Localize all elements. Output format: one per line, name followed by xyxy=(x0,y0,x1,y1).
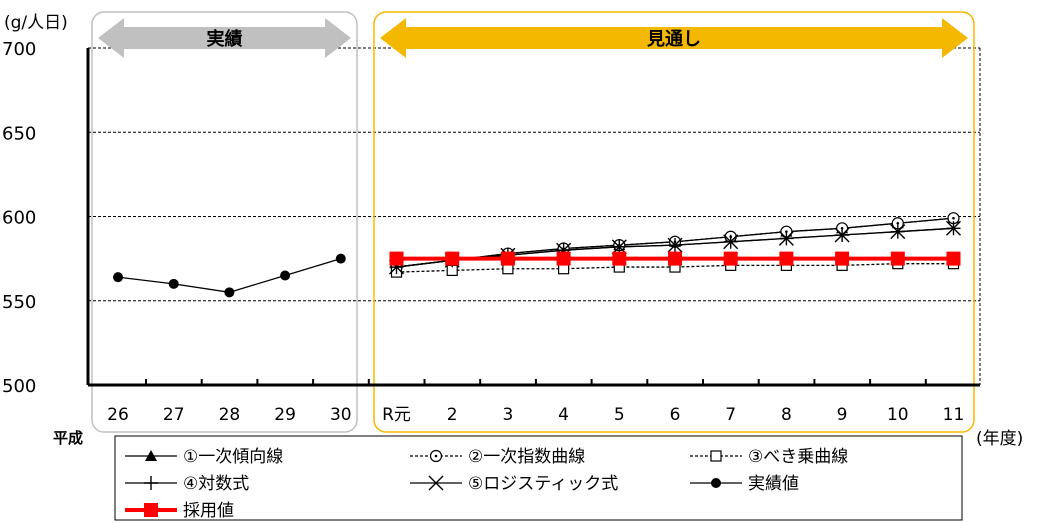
legend-entry: ①一次傾向線 xyxy=(125,447,283,467)
legend-entry: ②一次指数曲線 xyxy=(410,447,585,467)
data-point xyxy=(168,278,179,289)
data-point xyxy=(611,239,627,255)
x-tick-label: R元 xyxy=(382,405,411,425)
legend-label: ④対数式 xyxy=(183,474,249,494)
data-point xyxy=(946,251,961,266)
data-point xyxy=(556,251,571,266)
data-point xyxy=(946,220,961,236)
data-point xyxy=(144,476,158,490)
x-tick-label: 27 xyxy=(163,405,185,425)
data-point xyxy=(668,251,682,266)
data-point xyxy=(445,251,460,266)
plot-area xyxy=(113,212,961,298)
legend-label: ②一次指数曲線 xyxy=(468,447,585,467)
data-point xyxy=(280,270,291,281)
data-point xyxy=(711,478,721,488)
section-frame xyxy=(373,11,975,433)
x-tick-label: 8 xyxy=(781,405,792,425)
section-frames: 実績 見通し xyxy=(91,11,975,433)
section-arrow xyxy=(380,18,968,58)
x-tick-label: 10 xyxy=(887,405,909,425)
data-point xyxy=(113,272,123,283)
section-frame xyxy=(91,11,358,433)
section-label: 実績 xyxy=(207,28,243,50)
data-point xyxy=(778,230,794,246)
data-point xyxy=(612,251,627,266)
x-tick-label: 30 xyxy=(330,405,352,425)
x-tick-label: 7 xyxy=(725,405,736,425)
legend-label: ①一次傾向線 xyxy=(183,447,283,467)
series-dot xyxy=(113,253,346,298)
legend-label: ③べき乗曲線 xyxy=(748,447,848,467)
axes: 500 550 600 650 700 26 27 28 29 30 R元 2 3 4 5 6 7 8 9 10 11 xyxy=(2,39,980,425)
section-label: 見通し xyxy=(646,29,701,50)
y-tick-label: 650 xyxy=(2,123,36,144)
data-point xyxy=(335,253,346,264)
y-tick-label: 500 xyxy=(2,376,36,397)
data-point xyxy=(710,450,722,462)
x-tick-label: 29 xyxy=(274,405,296,425)
legend-entry: 実績値 xyxy=(690,474,799,494)
data-point xyxy=(667,237,683,253)
legend-entry: 採用値 xyxy=(125,501,234,521)
x-tick-label: 9 xyxy=(837,405,848,425)
series-line xyxy=(396,263,954,273)
data-point xyxy=(835,251,850,266)
data-point xyxy=(428,475,444,491)
series-line xyxy=(396,217,954,268)
data-point xyxy=(389,251,404,266)
x-tick-label: 11 xyxy=(943,405,965,425)
data-point xyxy=(144,503,158,517)
x-tick-label: 4 xyxy=(558,405,569,425)
data-point xyxy=(145,450,157,461)
x-tick-label: 26 xyxy=(107,405,129,425)
data-point xyxy=(834,227,850,243)
data-point xyxy=(890,251,905,266)
data-point xyxy=(779,251,794,266)
data-point xyxy=(723,234,739,250)
legend-entry: ⑤ロジスティック式 xyxy=(410,474,618,494)
y-axis-label: (g/人日) xyxy=(4,13,68,33)
legend-entry: ③べき乗曲線 xyxy=(690,447,848,467)
data-point xyxy=(500,251,515,266)
series-square-red xyxy=(389,251,961,266)
y-tick-label: 600 xyxy=(2,208,36,229)
x-tick-label: 6 xyxy=(670,405,681,425)
y-tick-label: 700 xyxy=(2,39,36,60)
legend-label: ⑤ロジスティック式 xyxy=(468,474,618,494)
section-arrow xyxy=(98,18,351,58)
x-axis-label: (年度) xyxy=(976,429,1023,449)
legend-label: 実績値 xyxy=(748,474,799,494)
era-label: 平成 xyxy=(53,429,83,447)
legend-frame xyxy=(114,435,963,521)
x-tick-label: 28 xyxy=(219,405,241,425)
data-point xyxy=(723,251,738,266)
legend-entry: ④対数式 xyxy=(125,474,249,494)
data-point xyxy=(429,449,443,463)
x-tick-label: 3 xyxy=(502,405,513,425)
y-tick-label: 550 xyxy=(2,292,36,313)
data-point xyxy=(224,287,235,298)
data-point xyxy=(890,224,906,240)
x-tick-label: 2 xyxy=(447,405,458,425)
legend-label: 採用値 xyxy=(183,501,234,521)
series-line xyxy=(117,258,341,293)
x-tick-label: 5 xyxy=(614,405,625,425)
grid-lines xyxy=(88,47,981,385)
